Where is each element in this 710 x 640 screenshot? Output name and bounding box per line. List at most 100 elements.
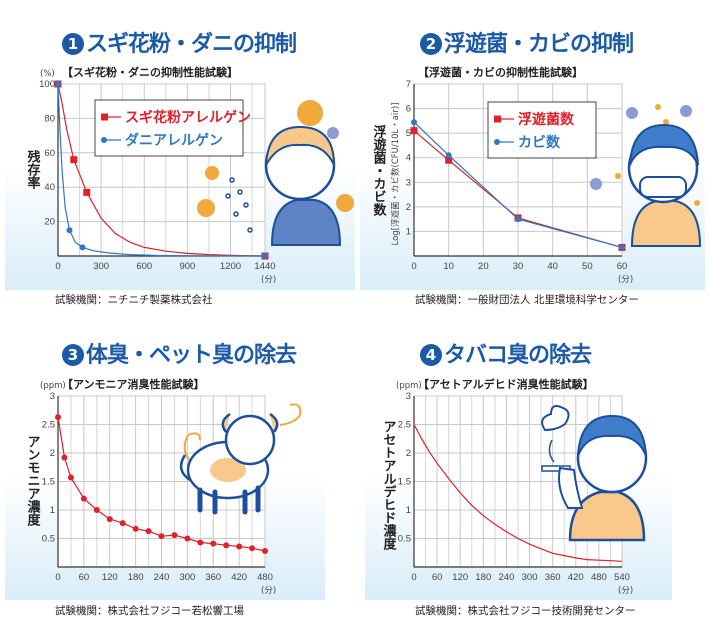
x-tick-label: 600 bbox=[136, 261, 152, 272]
data-point bbox=[445, 156, 453, 164]
x-tick-label: 0 bbox=[55, 572, 60, 583]
x-tick-label: 300 bbox=[522, 572, 538, 583]
y-axis-label: アセトアルデヒド濃度 bbox=[381, 420, 397, 551]
y-tick-label: 2 bbox=[406, 448, 411, 459]
data-point bbox=[262, 253, 268, 259]
data-point bbox=[119, 520, 126, 527]
x-tick-label: 480 bbox=[257, 572, 273, 583]
data-point bbox=[410, 127, 418, 135]
panel-3-source: 試験機関：株式会社フジコー若松響工場 bbox=[55, 605, 244, 617]
data-point bbox=[67, 474, 74, 481]
data-point bbox=[55, 81, 61, 87]
y-unit: (ppm) bbox=[396, 381, 422, 391]
panel-2-title: 2 浮遊菌・カビの抑制 bbox=[420, 26, 634, 58]
legend-marker-square bbox=[101, 113, 108, 121]
x-tick-label: 10 bbox=[443, 261, 454, 272]
y-tick-label: 40 bbox=[44, 182, 55, 193]
x-tick-label: 480 bbox=[591, 572, 607, 583]
data-point bbox=[70, 156, 78, 164]
x-tick-label: 300 bbox=[179, 572, 195, 583]
smoking-boy-illustration bbox=[541, 405, 648, 542]
y-tick-label: 100 bbox=[39, 79, 55, 90]
x-tick-label: 120 bbox=[102, 572, 118, 583]
y-axis-label-log: Log[浮遊菌・カビ数(CFU/10L・air)] bbox=[390, 103, 401, 246]
masked-boy-illustration bbox=[590, 104, 702, 247]
legend-box bbox=[487, 101, 597, 159]
y-tick-label: 0.5 bbox=[398, 534, 411, 545]
series-line-0 bbox=[57, 83, 266, 257]
x-unit: (分) bbox=[618, 275, 633, 285]
x-tick-label: 180 bbox=[128, 572, 144, 583]
legend-label: スギ花粉アレルゲン bbox=[125, 109, 251, 126]
data-point bbox=[55, 414, 61, 421]
chart-title: 【浮遊菌・カビの抑制性能試験】 bbox=[418, 65, 583, 79]
y-tick-label: 3 bbox=[406, 391, 411, 402]
x-tick-label: 60 bbox=[79, 572, 90, 583]
x-tick-label: 180 bbox=[475, 572, 491, 583]
x-tick-label: 0 bbox=[411, 572, 416, 583]
y-tick-label: 7 bbox=[406, 79, 411, 90]
data-point bbox=[445, 152, 452, 159]
data-point bbox=[262, 548, 268, 555]
x-tick-label: 30 bbox=[513, 261, 524, 272]
x-tick-label: 360 bbox=[545, 572, 561, 583]
y-tick-label: 1 bbox=[406, 226, 411, 237]
legend-box bbox=[94, 99, 244, 157]
data-point bbox=[249, 545, 256, 552]
data-point bbox=[158, 533, 165, 540]
y-tick-label: 2.5 bbox=[42, 420, 55, 431]
data-point bbox=[515, 216, 521, 223]
data-point bbox=[197, 539, 204, 546]
x-tick-label: 60 bbox=[432, 572, 443, 583]
y-axis-label: 残存率 bbox=[25, 149, 41, 190]
y-axis-label: アンモニア濃度 bbox=[25, 435, 41, 527]
data-point bbox=[210, 540, 217, 547]
y-tick-label: 2 bbox=[406, 202, 411, 213]
data-point bbox=[184, 535, 191, 542]
y-tick-label: 1.5 bbox=[42, 477, 55, 488]
panel-4-title: 4 タバコ臭の除去 bbox=[420, 337, 592, 369]
panel-3-title-text: 体臭・ペット臭の除去 bbox=[86, 343, 297, 368]
panel-4-source: 試験機関：株式会社フジコー技術開発センター bbox=[415, 605, 636, 617]
data-point bbox=[106, 516, 113, 523]
panel-4-title-text: タバコ臭の除去 bbox=[444, 343, 592, 368]
y-tick-label: 20 bbox=[44, 217, 55, 228]
panel-1-source: 試験機関：ニチニチ製薬株式会社 bbox=[55, 294, 213, 306]
x-tick-label: 1440 bbox=[254, 261, 275, 272]
x-tick-label: 1200 bbox=[220, 261, 241, 272]
y-tick-label: 2 bbox=[50, 448, 55, 459]
y-tick-label: 0.5 bbox=[42, 534, 55, 545]
x-tick-label: 420 bbox=[231, 572, 247, 583]
chart-title: 【スギ花粉・ダニの抑制性能試験】 bbox=[62, 65, 238, 79]
number-1-icon: 1 bbox=[62, 33, 84, 55]
y-tick-label: 1 bbox=[406, 505, 411, 516]
x-tick-label: 420 bbox=[568, 572, 584, 583]
x-tick-label: 300 bbox=[93, 261, 109, 272]
y-unit: (ppm) bbox=[40, 381, 66, 391]
x-tick-label: 240 bbox=[499, 572, 515, 583]
panel-3-title: 3 体臭・ペット臭の除去 bbox=[62, 337, 297, 369]
data-point bbox=[236, 543, 243, 550]
number-3-icon: 3 bbox=[62, 344, 84, 366]
legend-label: ダニアレルゲン bbox=[125, 132, 223, 149]
x-tick-label: 900 bbox=[179, 261, 195, 272]
x-tick-label: 20 bbox=[478, 261, 489, 272]
chart-title: 【アセトアルデヒド消臭性能試験】 bbox=[418, 377, 594, 391]
y-tick-label: 3 bbox=[406, 177, 411, 188]
y-tick-label: 3 bbox=[50, 391, 55, 402]
y-tick-label: 1 bbox=[50, 505, 55, 516]
legend-marker-square bbox=[494, 115, 501, 123]
data-point bbox=[132, 525, 139, 532]
legend-marker-circle bbox=[101, 137, 107, 143]
data-point bbox=[619, 244, 625, 251]
data-point bbox=[66, 227, 73, 234]
chart-title: 【アンモニア消臭性能試験】 bbox=[62, 377, 205, 391]
y-axis-label: 浮遊菌・カビ数 bbox=[371, 124, 387, 217]
x-tick-label: 0 bbox=[55, 261, 60, 272]
y-unit: (%) bbox=[40, 69, 55, 79]
data-point bbox=[171, 532, 178, 539]
data-point bbox=[79, 244, 86, 251]
series-line-1 bbox=[413, 121, 623, 248]
x-tick-label: 120 bbox=[452, 572, 468, 583]
y-tick-label: 1.5 bbox=[398, 477, 411, 488]
